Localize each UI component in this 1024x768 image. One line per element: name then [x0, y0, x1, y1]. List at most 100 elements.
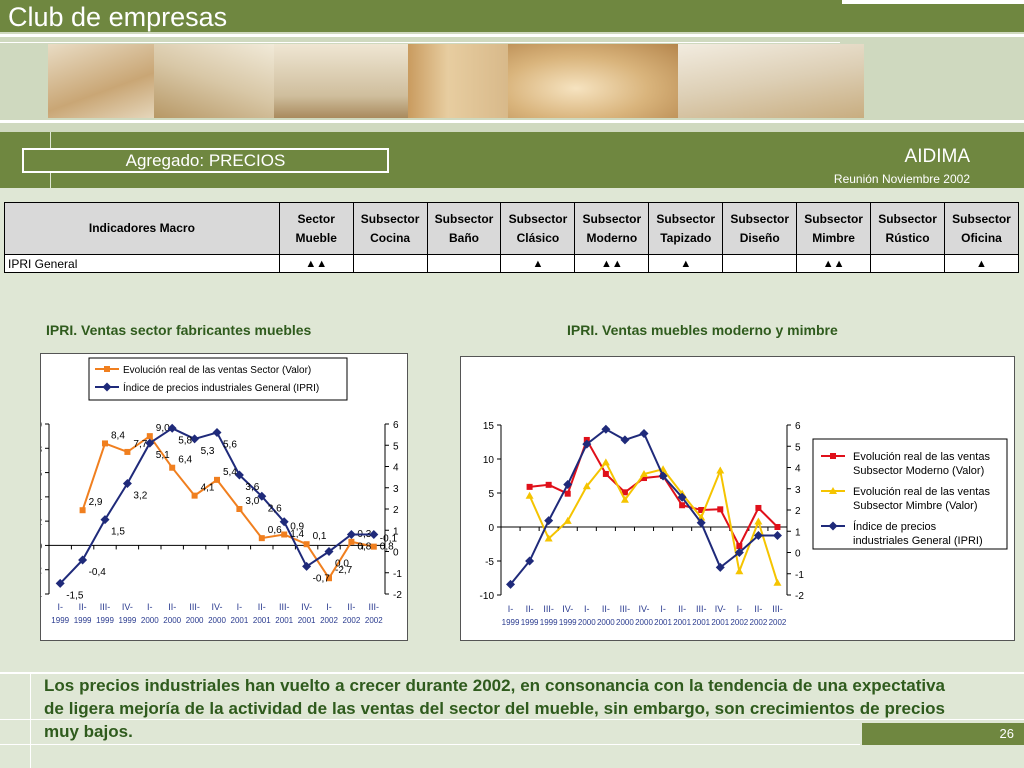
- x-tick-label: IV-: [301, 602, 312, 612]
- x-tick-label: 2002: [343, 616, 361, 625]
- y2-tick-label: 0: [393, 548, 399, 559]
- data-point: [754, 517, 763, 525]
- data-point: [563, 480, 573, 489]
- x-tick-label: II-: [754, 604, 762, 614]
- chart-sales-moderno-mimbre: Evolución real de las ventas Subsector Mo…: [460, 356, 1015, 641]
- data-label: 9,0: [156, 423, 170, 434]
- data-point: [258, 535, 265, 542]
- x-tick-label: 2001: [711, 618, 729, 627]
- data-point: [679, 502, 686, 509]
- table-header-indicators: Indicadores Macro: [4, 202, 280, 255]
- table-header-col: Sector Mueble: [278, 202, 354, 255]
- data-label: 0,1: [313, 531, 327, 542]
- data-point: [79, 507, 86, 514]
- y-tick-label: 10: [41, 420, 42, 431]
- data-point: [601, 424, 611, 434]
- data-point: [735, 567, 744, 575]
- data-point: [326, 575, 332, 582]
- y2-tick-label: -2: [393, 590, 402, 601]
- page-number: 26: [862, 723, 1024, 745]
- chart-sales-moderno-mimbre-svg: Evolución real de las ventas Subsector Mo…: [480, 421, 1008, 627]
- x-tick-label: 2002: [769, 618, 787, 627]
- legend-entry: Evolución real de las ventas Subsector Mi…: [853, 486, 990, 512]
- x-tick-label: IV-: [122, 602, 133, 612]
- data-label: 0,9: [290, 522, 304, 533]
- page-title: Club de empresas: [8, 2, 228, 32]
- data-point: [303, 541, 310, 548]
- y2-tick-label: 5: [795, 442, 801, 453]
- x-tick-label: II-: [347, 602, 355, 612]
- data-point: [582, 439, 592, 449]
- table-header-col: Subsector Tapizado: [648, 202, 724, 255]
- x-tick-label: I-: [508, 604, 514, 614]
- series-group: -1,5 -0,4 1,5 3,2 5,1 5,8 5,3 5,6 3,6 2,6 1,4 -0,7 0…: [55, 423, 394, 601]
- table-row: IPRI General ▲▲ ▲ ▲▲ ▲ ▲▲ ▲: [4, 254, 1019, 273]
- x-tick-label: 2001: [298, 616, 316, 625]
- y2-tick-label: 3: [393, 484, 399, 495]
- y-tick-label: -5: [485, 557, 494, 568]
- data-point: [214, 476, 220, 483]
- data-point: [78, 555, 88, 565]
- y2-tick-label: 5: [393, 441, 399, 452]
- section-label: Agregado: PRECIOS: [22, 148, 389, 173]
- data-point: [772, 531, 782, 540]
- data-point: [302, 561, 312, 571]
- data-point: [773, 578, 782, 586]
- trend-cell: ▲: [944, 254, 1019, 273]
- x-tick-label: 2002: [365, 616, 383, 625]
- indicators-table: Indicadores Macro Sector Mueble Subsector…: [4, 202, 1019, 273]
- legend-entry: Evolución real de las ventas Sector (Val…: [123, 365, 311, 376]
- data-label: -0,1: [380, 534, 398, 545]
- data-point: [544, 534, 553, 542]
- data-point: [828, 521, 838, 531]
- banner-rule: [0, 42, 840, 43]
- table-header-col: Subsector Rústico: [870, 202, 945, 255]
- x-tick-label: IV-: [562, 604, 573, 614]
- data-point: [236, 506, 243, 512]
- x-tick-label: 2000: [208, 616, 226, 625]
- y2-tick-label: 0: [795, 549, 801, 560]
- x-tick-label: 1999: [74, 616, 92, 625]
- data-label: 0,8: [380, 542, 394, 553]
- x-tick-label: 1999: [521, 618, 539, 627]
- trend-cell: ▲: [500, 254, 576, 273]
- y-tick-label: 2: [41, 517, 42, 528]
- x-tick-label: 2001: [673, 618, 691, 627]
- x-tick-label: III-: [772, 604, 783, 614]
- trend-cell: [352, 254, 428, 273]
- top-bar: Club de empresas: [0, 0, 1024, 32]
- legend-entry: Evolución real de las ventas Subsector Mo…: [853, 451, 990, 477]
- legend-box: [88, 357, 348, 401]
- chart-title-right: IPRI. Ventas muebles moderno y mimbre: [567, 322, 838, 338]
- chart-sales-sector: Evolución real de las ventas Sector (Val…: [40, 353, 408, 641]
- table-header-col: Subsector Moderno: [574, 202, 650, 255]
- data-point: [602, 470, 609, 477]
- x-tick-label: 2001: [275, 616, 293, 625]
- y-tick-label: 6: [41, 469, 42, 480]
- trend-cell: [722, 254, 798, 273]
- data-point: [715, 562, 725, 572]
- x-tick-label: III-: [620, 604, 631, 614]
- table-header-col: Subsector Cocina: [352, 202, 428, 255]
- x-tick-label: I-: [737, 604, 743, 614]
- y2-tick-label: 4: [795, 464, 801, 475]
- data-label: -0,4: [89, 567, 107, 578]
- table-header-col: Subsector Oficina: [944, 202, 1019, 255]
- data-point: [122, 479, 132, 488]
- legend-entry-line: Evolución real de las ventas: [853, 486, 990, 498]
- data-point: [829, 487, 837, 494]
- data-point: [124, 448, 131, 455]
- data-label: 2,6: [268, 503, 282, 514]
- trend-cell: ▲▲: [278, 254, 354, 273]
- data-label: -2,7: [335, 565, 353, 576]
- data-point: [563, 516, 572, 524]
- series-line: [59, 427, 374, 585]
- org-name: AIDIMA: [904, 146, 970, 167]
- furniture-photo-strip: [48, 44, 864, 118]
- data-point: [257, 491, 267, 501]
- x-tick-label: 2002: [730, 618, 748, 627]
- x-tick-label: 2001: [231, 616, 249, 625]
- x-tick-label: 1999: [51, 616, 69, 625]
- chart-title-left: IPRI. Ventas sector fabricantes muebles: [46, 322, 312, 338]
- corner-rule: [842, 0, 1024, 4]
